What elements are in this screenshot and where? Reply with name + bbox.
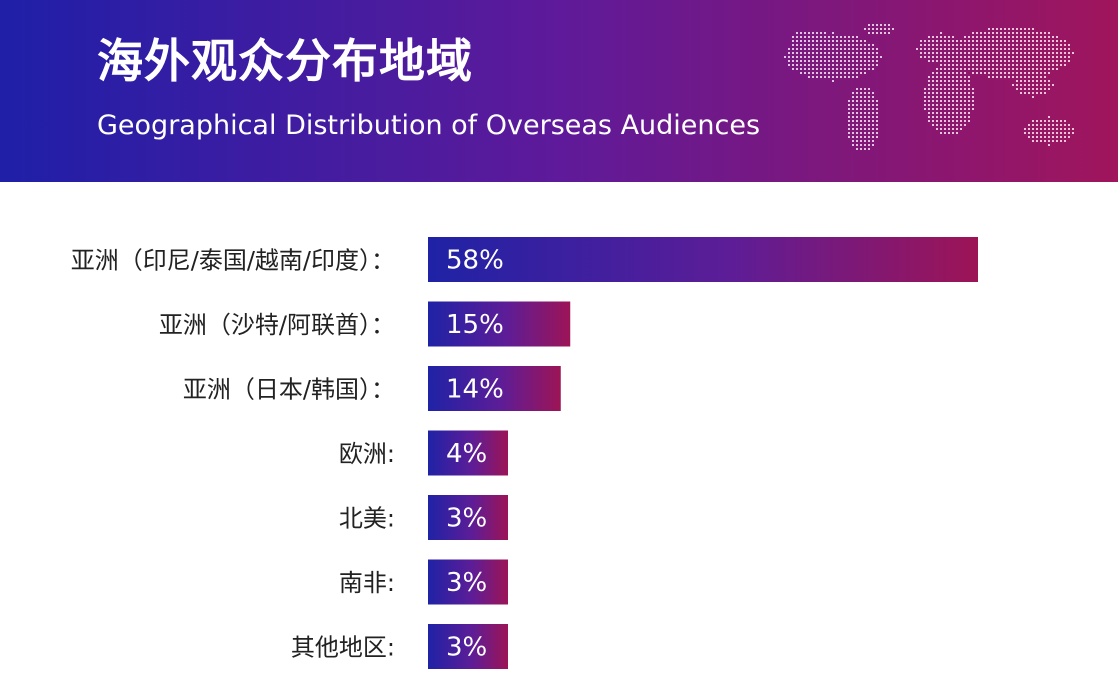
value-label-3: 4% <box>446 439 487 469</box>
value-label-0: 58% <box>446 246 504 276</box>
bar-2 <box>428 366 561 411</box>
bar-5 <box>428 559 508 605</box>
category-label-0: 亚洲（印尼/泰国/越南/印度）： <box>71 247 395 275</box>
page-title: 海外观众分布地域 <box>97 34 473 88</box>
value-label-4: 3% <box>446 504 487 534</box>
world-map-icon <box>784 24 1074 150</box>
category-label-4: 北美: <box>339 505 395 533</box>
bar-chart: 58% 亚洲（印尼/泰国/越南/印度）： 15% 亚洲（沙特/阿联酋）： 14% 亚洲（日… <box>71 237 978 669</box>
banner-background <box>0 0 1118 182</box>
header-banner: 海外观众分布地域 Geographical Distribution of Ov… <box>0 0 1118 182</box>
category-label-6: 其他地区: <box>291 634 395 662</box>
bar-0 <box>428 237 978 282</box>
value-label-1: 15% <box>446 310 504 340</box>
category-label-2: 亚洲（日本/韩国）： <box>183 376 395 404</box>
bar-3 <box>428 430 508 476</box>
value-label-6: 3% <box>446 633 487 663</box>
category-label-5: 南非: <box>339 569 395 597</box>
category-label-1: 亚洲（沙特/阿联酋）： <box>159 311 395 339</box>
bar-series: 58% 亚洲（印尼/泰国/越南/印度）： 15% 亚洲（沙特/阿联酋）： 14% 亚洲（日… <box>71 237 978 669</box>
bar-4 <box>428 495 508 540</box>
bar-6 <box>428 624 508 669</box>
value-label-2: 14% <box>446 375 504 405</box>
value-label-5: 3% <box>446 568 487 598</box>
bar-1 <box>428 301 571 347</box>
category-label-3: 欧洲: <box>339 440 395 468</box>
page-subtitle: Geographical Distribution of Overseas Au… <box>97 110 761 141</box>
